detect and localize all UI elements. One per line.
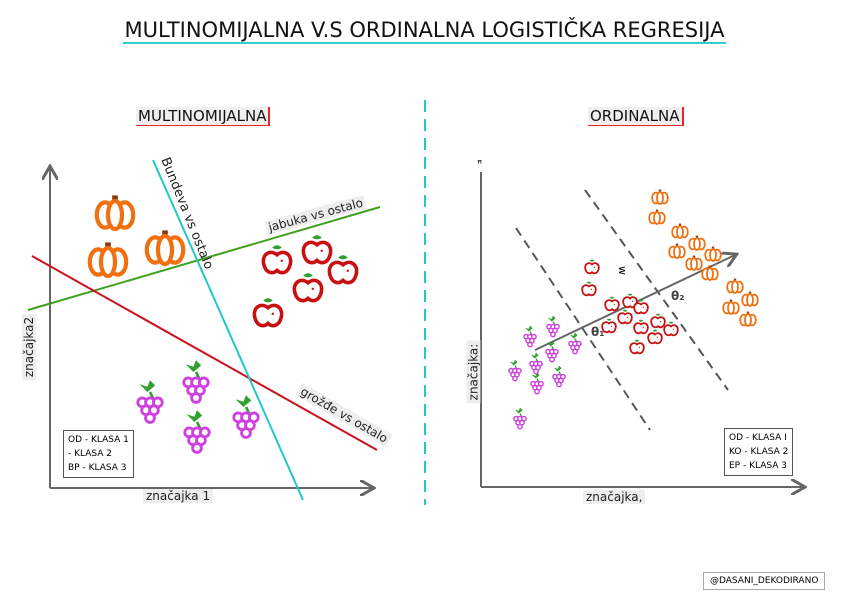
grape-icon [182, 360, 210, 404]
grape-boundary-line [31, 255, 378, 451]
apple-icon [650, 313, 666, 329]
threshold-line-2 [584, 189, 729, 391]
grape-icon [530, 372, 544, 395]
apple-icon [252, 298, 284, 328]
left-x-label: značajka 1 [143, 489, 214, 503]
pumpkin-boundary-line [152, 159, 304, 501]
pumpkin-icon [701, 265, 719, 281]
right-y-label: značajka: [466, 340, 481, 404]
grape-icon [508, 359, 522, 382]
main-title-text: MULTINOMIJALNA V.S ORDINALNA LOGISTIČKA … [122, 18, 727, 44]
pumpkin-icon [671, 223, 689, 239]
apple-icon [601, 318, 617, 334]
theta1-label: θ₁ [591, 325, 605, 339]
grape-icon [513, 407, 527, 430]
apple-icon [261, 245, 293, 275]
grape-icon [546, 315, 560, 338]
grape-icon [529, 352, 543, 375]
main-title: MULTINOMIJALNA V.S ORDINALNA LOGISTIČKA … [0, 18, 849, 44]
grape-icon [136, 380, 164, 424]
apple-icon [622, 293, 638, 309]
pumpkin-icon [685, 255, 703, 271]
legend-entry: BP - KLASA 3 [68, 463, 127, 473]
pumpkin-icon [87, 242, 129, 279]
apple-icon [292, 273, 324, 303]
grape-icon [183, 410, 211, 454]
threshold-line-1 [515, 227, 651, 431]
left-legend: OD - KLASA 1 - KLASA 2 BP - KLASA 3 [63, 430, 134, 478]
apple-icon [301, 235, 333, 265]
grape-icon [568, 332, 582, 355]
grape-icon [545, 340, 559, 363]
apple-icon [633, 319, 649, 335]
pumpkin-icon [726, 278, 744, 294]
grape-icon [232, 395, 260, 439]
pumpkin-icon [668, 243, 686, 259]
apple-icon [584, 259, 600, 275]
apple-icon [581, 281, 597, 297]
pumpkin-icon [722, 299, 740, 315]
pumpkin-icon [688, 235, 706, 251]
apple-icon [327, 255, 359, 285]
apple-icon [604, 296, 620, 312]
legend-entry: OD - KLASA 1 [68, 435, 129, 445]
left-heading: MULTINOMIJALNA [136, 107, 271, 126]
pumpkin-icon [741, 291, 759, 307]
left-y-label: značajka2 [22, 313, 37, 381]
legend-entry: OD - KLASA I [729, 433, 787, 443]
grape-icon [523, 325, 537, 348]
credit: @DASANI_DEKODIRANO [703, 572, 826, 590]
right-legend: OD - KLASA I KO - KLASA 2 EP - KLASA 3 [724, 428, 794, 476]
legend-entry: KO - KLASA 2 [729, 447, 789, 457]
pumpkin-icon [704, 246, 722, 262]
pumpkin-icon [94, 195, 136, 232]
apple-boundary-line [27, 206, 381, 311]
right-heading: ORDINALNA [588, 107, 684, 126]
pumpkin-icon [144, 230, 186, 267]
right-y-top-label: ꟸ [477, 160, 483, 170]
apple-icon [633, 299, 649, 315]
pumpkin-icon [651, 189, 669, 205]
apple-icon [629, 339, 645, 355]
pumpkin-icon [739, 311, 757, 327]
apple-icon [617, 309, 633, 325]
legend-entry: - KLASA 2 [68, 449, 113, 459]
apple-icon [663, 321, 679, 337]
pumpkin-icon [648, 209, 666, 225]
grape-icon [552, 365, 566, 388]
theta2-label: θ₂ [671, 289, 685, 303]
w-label: w [616, 266, 629, 275]
apple-icon [647, 329, 663, 345]
legend-entry: EP - KLASA 3 [729, 461, 787, 471]
right-x-label: značajka, [583, 490, 646, 504]
